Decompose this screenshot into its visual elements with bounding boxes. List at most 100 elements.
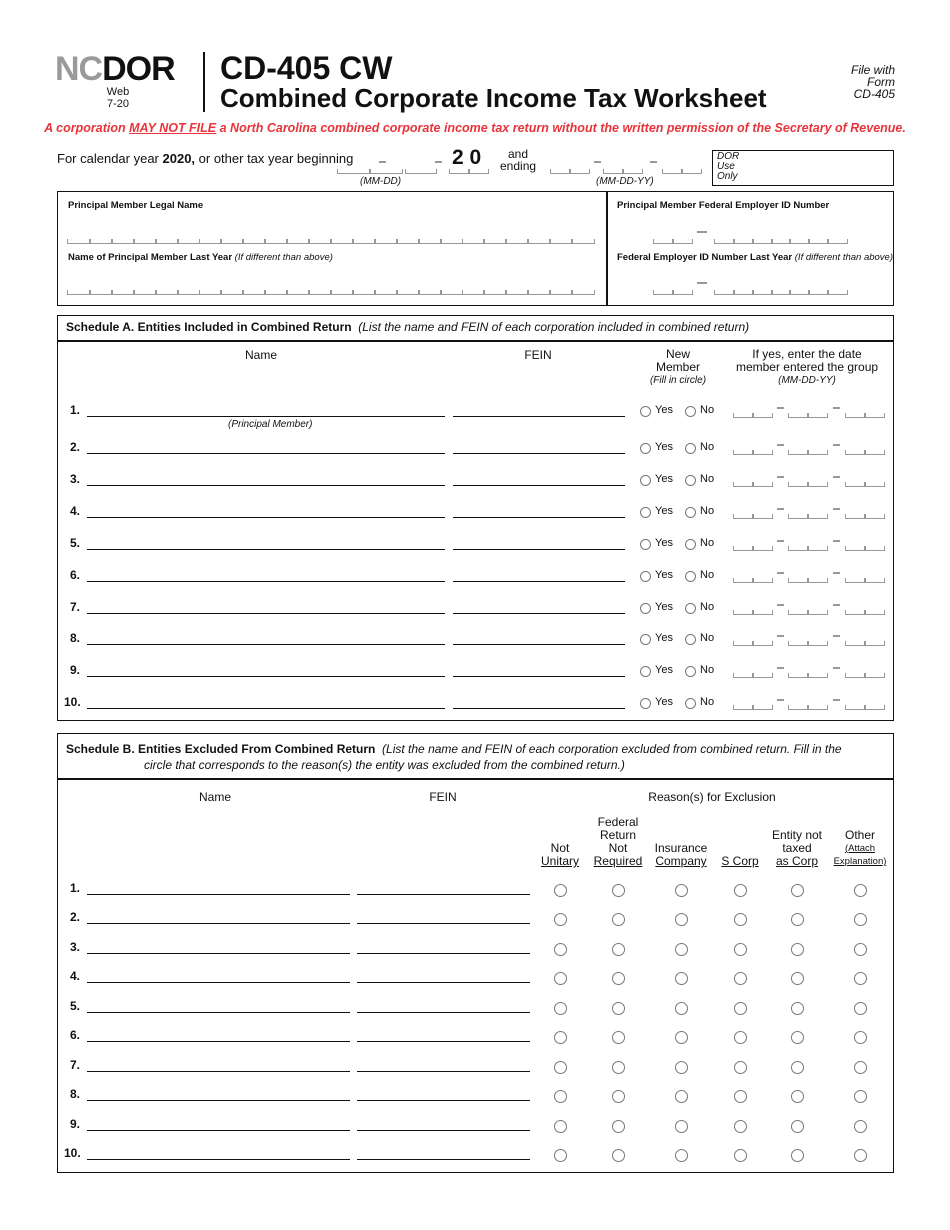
fein-field[interactable] xyxy=(789,239,811,244)
exclusion-reason-radio[interactable] xyxy=(791,1002,804,1015)
last-year-name-field[interactable] xyxy=(527,290,552,295)
fein-last-year-field[interactable] xyxy=(751,290,773,295)
entity-name-input[interactable] xyxy=(87,549,445,550)
fein-field[interactable] xyxy=(653,239,674,244)
exclusion-reason-radio[interactable] xyxy=(554,972,567,985)
date-entered-month[interactable] xyxy=(733,450,754,455)
new-member-no-radio[interactable] xyxy=(685,698,696,709)
date-entered-day[interactable] xyxy=(788,546,809,551)
date-entered-year[interactable] xyxy=(845,450,866,455)
excluded-fein-input[interactable] xyxy=(357,1071,530,1072)
fein-last-year-field[interactable] xyxy=(672,290,693,295)
fein-last-year-field[interactable] xyxy=(789,290,811,295)
exclusion-reason-radio[interactable] xyxy=(734,1061,747,1074)
fein-last-year-field[interactable] xyxy=(770,290,792,295)
last-year-name-field[interactable] xyxy=(395,290,420,295)
new-member-yes-radio[interactable] xyxy=(640,603,651,614)
date-entered-day[interactable] xyxy=(788,705,809,710)
last-year-name-field[interactable] xyxy=(549,290,574,295)
legal-name-field[interactable] xyxy=(439,239,464,244)
legal-name-field[interactable] xyxy=(110,239,135,244)
exclusion-reason-radio[interactable] xyxy=(554,1031,567,1044)
exclusion-reason-radio[interactable] xyxy=(554,1120,567,1133)
date-entered-year[interactable] xyxy=(845,578,866,583)
entity-fein-input[interactable] xyxy=(453,416,625,417)
last-year-name-field[interactable] xyxy=(88,290,113,295)
exclusion-reason-radio[interactable] xyxy=(791,1061,804,1074)
legal-name-field[interactable] xyxy=(242,239,267,244)
date-entered-month[interactable] xyxy=(733,610,754,615)
new-member-yes-radio[interactable] xyxy=(640,507,651,518)
legal-name-field[interactable] xyxy=(198,239,223,244)
date-entered-month[interactable] xyxy=(733,482,754,487)
end-month-field[interactable] xyxy=(550,169,571,174)
exclusion-reason-radio[interactable] xyxy=(791,1149,804,1162)
exclusion-reason-radio[interactable] xyxy=(554,884,567,897)
date-entered-month[interactable] xyxy=(752,482,773,487)
legal-name-field[interactable] xyxy=(67,239,91,244)
new-member-yes-radio[interactable] xyxy=(640,475,651,486)
date-entered-day[interactable] xyxy=(807,413,828,418)
date-entered-month[interactable] xyxy=(733,578,754,583)
exclusion-reason-radio[interactable] xyxy=(734,913,747,926)
entity-fein-input[interactable] xyxy=(453,517,625,518)
legal-name-field[interactable] xyxy=(176,239,201,244)
excluded-name-input[interactable] xyxy=(87,1071,350,1072)
date-entered-month[interactable] xyxy=(733,413,754,418)
excluded-name-input[interactable] xyxy=(87,1041,350,1042)
new-member-no-radio[interactable] xyxy=(685,666,696,677)
new-member-no-radio[interactable] xyxy=(685,603,696,614)
excluded-fein-input[interactable] xyxy=(357,1100,530,1101)
date-entered-day[interactable] xyxy=(788,610,809,615)
exclusion-reason-radio[interactable] xyxy=(854,913,867,926)
date-entered-day[interactable] xyxy=(788,482,809,487)
date-entered-month[interactable] xyxy=(752,413,773,418)
entity-name-input[interactable] xyxy=(87,517,445,518)
legal-name-field[interactable] xyxy=(505,239,530,244)
exclusion-reason-radio[interactable] xyxy=(612,1120,625,1133)
date-entered-day[interactable] xyxy=(807,578,828,583)
date-entered-year[interactable] xyxy=(845,514,866,519)
begin-day-field[interactable] xyxy=(405,169,437,174)
date-entered-month[interactable] xyxy=(733,641,754,646)
entity-name-input[interactable] xyxy=(87,485,445,486)
legal-name-field[interactable] xyxy=(308,239,332,244)
legal-name-field[interactable] xyxy=(417,239,442,244)
excluded-fein-input[interactable] xyxy=(357,1130,530,1131)
begin-month-field[interactable] xyxy=(369,169,403,174)
last-year-name-field[interactable] xyxy=(220,290,245,295)
excluded-name-input[interactable] xyxy=(87,982,350,983)
last-year-name-field[interactable] xyxy=(417,290,442,295)
last-year-name-field[interactable] xyxy=(505,290,530,295)
fein-field[interactable] xyxy=(714,239,735,244)
fein-last-year-field[interactable] xyxy=(827,290,848,295)
exclusion-reason-radio[interactable] xyxy=(612,1031,625,1044)
excluded-fein-input[interactable] xyxy=(357,982,530,983)
legal-name-field[interactable] xyxy=(351,239,376,244)
date-entered-year[interactable] xyxy=(864,546,885,551)
new-member-yes-radio[interactable] xyxy=(640,634,651,645)
exclusion-reason-radio[interactable] xyxy=(675,1031,688,1044)
date-entered-day[interactable] xyxy=(788,641,809,646)
exclusion-reason-radio[interactable] xyxy=(554,1061,567,1074)
date-entered-year[interactable] xyxy=(864,705,885,710)
legal-name-field[interactable] xyxy=(461,239,486,244)
exclusion-reason-radio[interactable] xyxy=(675,1120,688,1133)
new-member-no-radio[interactable] xyxy=(685,571,696,582)
exclusion-reason-radio[interactable] xyxy=(734,1002,747,1015)
last-year-name-field[interactable] xyxy=(242,290,267,295)
exclusion-reason-radio[interactable] xyxy=(734,884,747,897)
exclusion-reason-radio[interactable] xyxy=(734,972,747,985)
excluded-fein-input[interactable] xyxy=(357,1012,530,1013)
date-entered-year[interactable] xyxy=(864,482,885,487)
entity-fein-input[interactable] xyxy=(453,453,625,454)
legal-name-field[interactable] xyxy=(264,239,289,244)
legal-name-field[interactable] xyxy=(154,239,179,244)
date-entered-month[interactable] xyxy=(752,578,773,583)
date-entered-year[interactable] xyxy=(845,641,866,646)
date-entered-day[interactable] xyxy=(807,514,828,519)
exclusion-reason-radio[interactable] xyxy=(854,884,867,897)
last-year-name-field[interactable] xyxy=(198,290,223,295)
date-entered-day[interactable] xyxy=(807,610,828,615)
entity-name-input[interactable] xyxy=(87,581,445,582)
